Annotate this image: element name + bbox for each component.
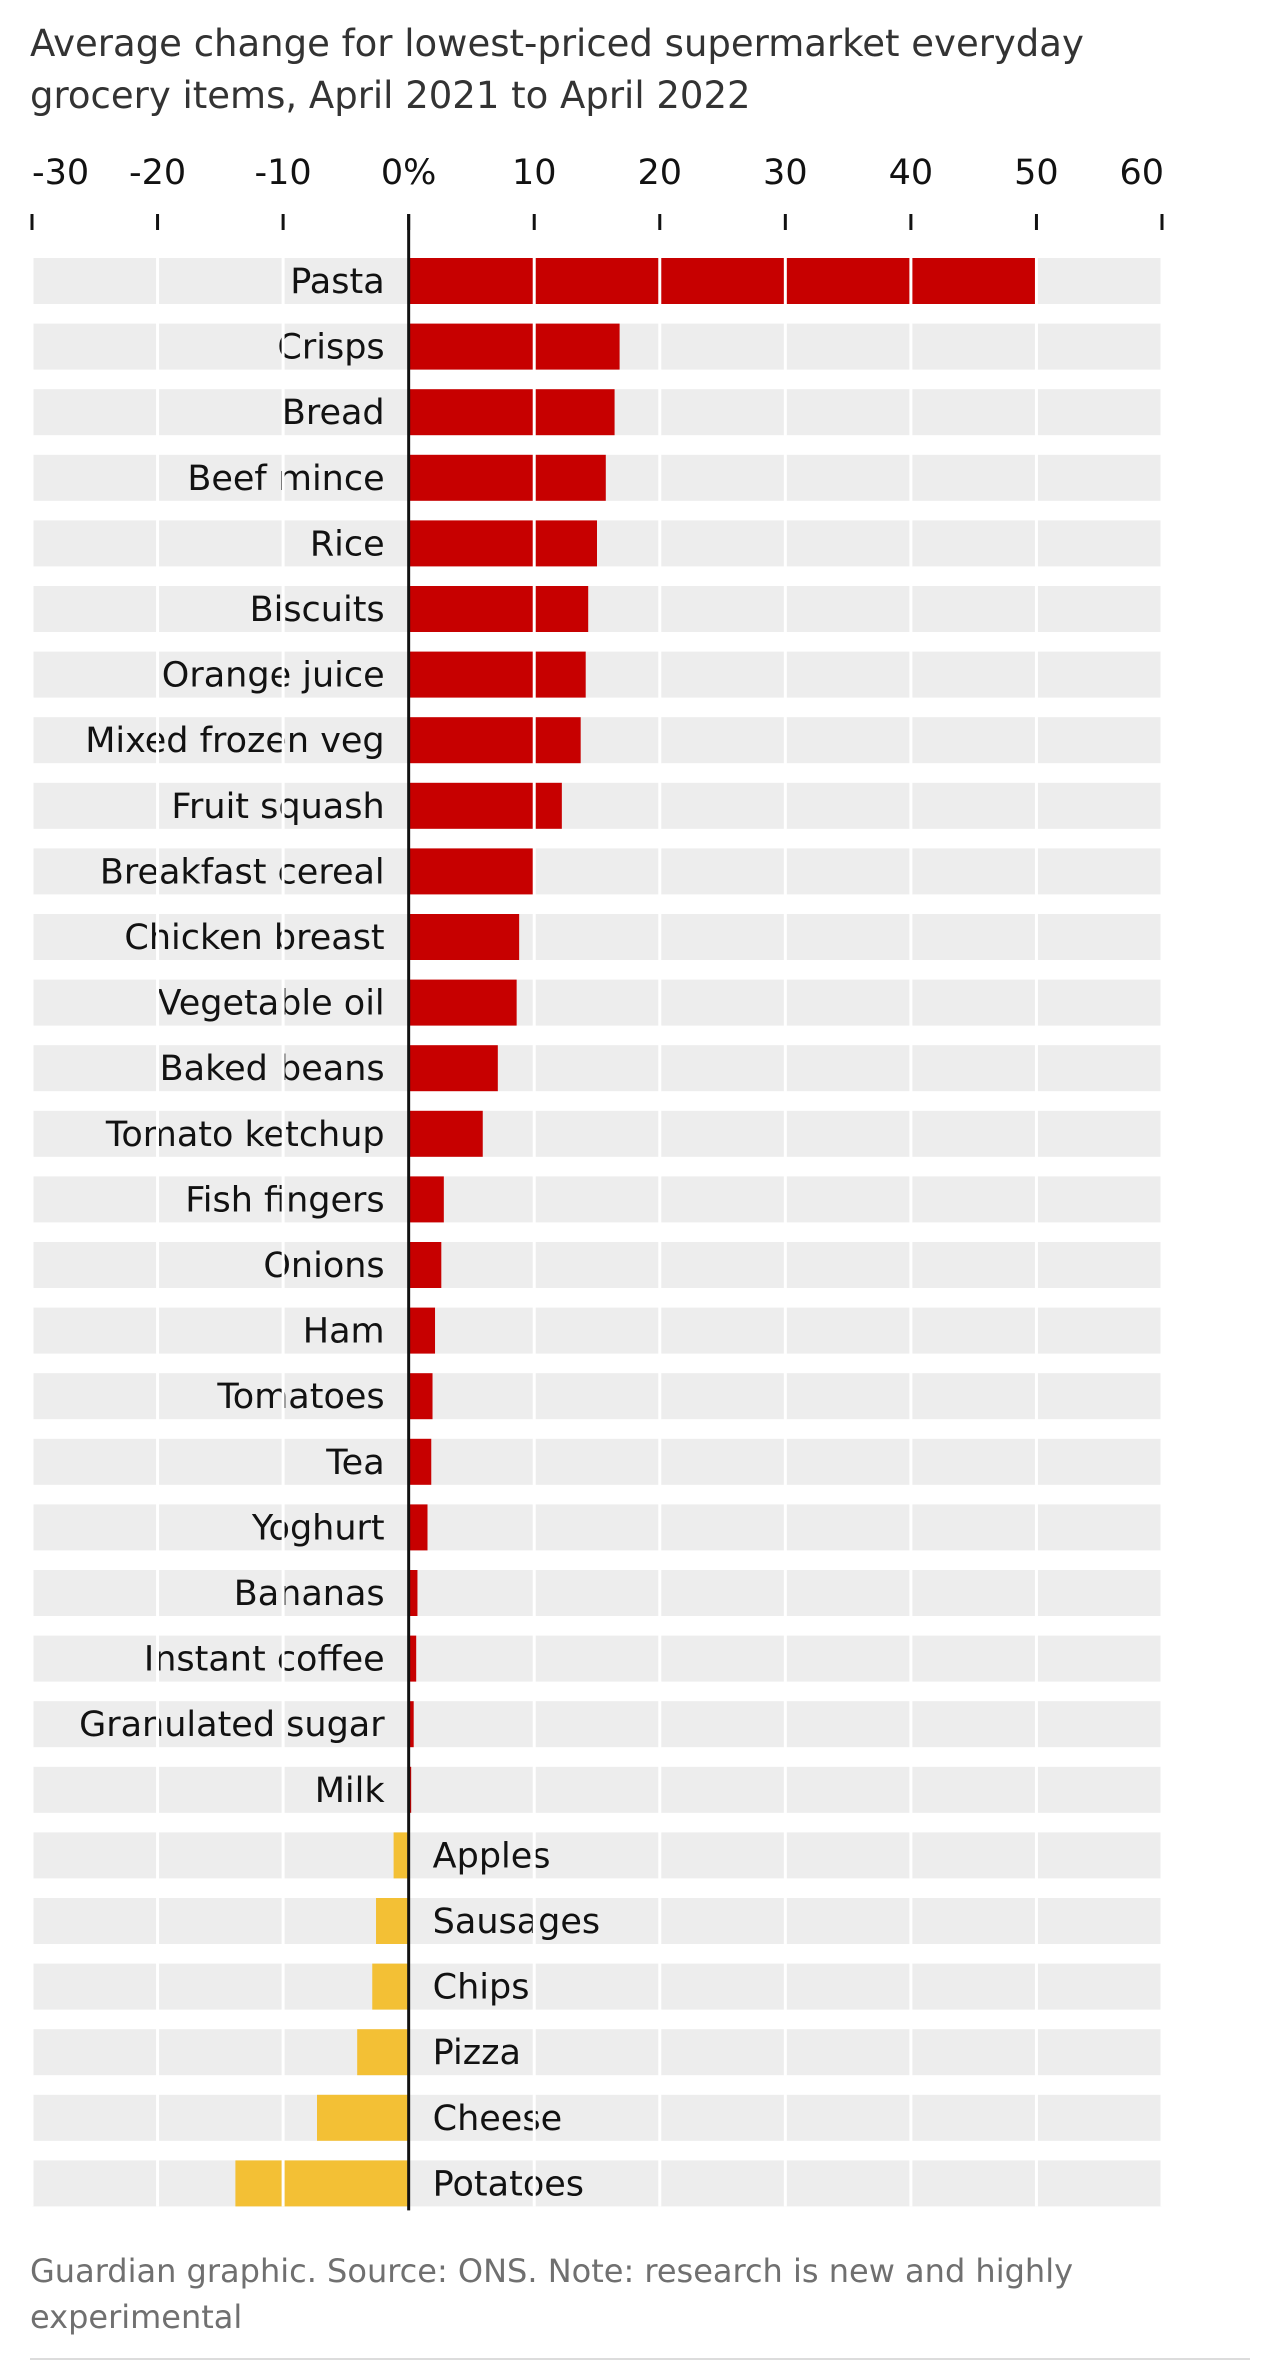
bar [408, 1176, 444, 1223]
bar [408, 1570, 418, 1616]
bar [408, 389, 615, 436]
category-label: Apples [433, 1836, 551, 1876]
bar [408, 1635, 417, 1682]
row-background [32, 1701, 1162, 1748]
bar [408, 782, 562, 829]
bar [408, 258, 1037, 304]
chart-title: Average change for lowest-priced superma… [30, 22, 1084, 117]
row-background [32, 1832, 1162, 1879]
row-background [32, 1045, 1162, 1092]
category-label: Tomato ketchup [105, 1115, 385, 1155]
category-label: Orange juice [162, 656, 385, 696]
x-tick-label: 0% [381, 153, 437, 193]
category-label: Biscuits [250, 590, 385, 630]
x-tick-label: 10 [512, 153, 557, 193]
category-label: Milk [315, 1771, 386, 1811]
row-background [32, 782, 1162, 829]
row-background [32, 586, 1162, 632]
bar [372, 1963, 409, 2010]
bar [408, 651, 586, 698]
row-background [32, 1570, 1162, 1616]
row-background [32, 651, 1162, 698]
category-label: Bananas [234, 1574, 385, 1614]
category-label: Pizza [433, 2033, 521, 2073]
bar [408, 1438, 432, 1485]
category-label: Tea [325, 1443, 384, 1483]
row-background [32, 1373, 1162, 1420]
row-background [32, 979, 1162, 1026]
category-label: Granulated sugar [79, 1705, 385, 1745]
x-tick-label: 60 [1119, 153, 1164, 193]
category-label: Beef mince [187, 459, 384, 499]
bar [408, 1504, 428, 1551]
footer-divider [30, 2358, 1250, 2360]
category-label: Mixed frozen veg [85, 721, 384, 761]
category-label: Crisps [277, 328, 384, 368]
category-label: Tomatoes [216, 1377, 384, 1417]
x-tick-label: -20 [129, 153, 186, 193]
x-tick-label: 40 [889, 153, 934, 193]
row-background [32, 1963, 1162, 2010]
category-label: Sausages [433, 1902, 601, 1942]
bar [408, 323, 620, 370]
bar [408, 1701, 414, 1748]
bar [408, 1045, 498, 1092]
category-label: Rice [310, 524, 385, 564]
row-background [32, 2160, 1162, 2207]
bar [408, 586, 589, 632]
category-label: Baked beans [160, 1049, 385, 1089]
x-tick-label: -10 [255, 153, 312, 193]
bar [376, 1898, 409, 1944]
row-background [32, 2094, 1162, 2141]
bar [393, 1832, 409, 1879]
category-label: Pasta [290, 262, 384, 302]
row-background [32, 1898, 1162, 1944]
bar [408, 1373, 433, 1420]
bar [408, 1242, 442, 1288]
bar [408, 717, 581, 764]
category-label: Chips [433, 1968, 530, 2008]
category-label: Cheese [433, 2099, 562, 2139]
x-tick-label: 30 [763, 153, 808, 193]
bar [408, 1110, 483, 1157]
category-label: Potatoes [433, 2164, 584, 2204]
chart-source-note: Guardian graphic. Source: ONS. Note: res… [30, 2252, 1074, 2336]
bar [408, 914, 520, 960]
bar [408, 1307, 436, 1354]
x-tick-label: -30 [32, 153, 89, 193]
bar [408, 454, 606, 501]
row-background [32, 1635, 1162, 1682]
category-label: Onions [263, 1246, 384, 1286]
bar [357, 2029, 409, 2076]
category-label: Yoghurt [251, 1508, 385, 1548]
row-background [32, 2029, 1162, 2076]
category-label: Breakfast cereal [100, 852, 385, 892]
row-background [32, 717, 1162, 764]
category-label: Vegetable oil [158, 984, 385, 1024]
row-background [32, 1307, 1162, 1354]
row-background [32, 848, 1162, 895]
row-background [32, 914, 1162, 960]
bar [317, 2094, 409, 2141]
x-tick-label: 50 [1014, 153, 1059, 193]
row-background [32, 1438, 1162, 1485]
category-label: Instant coffee [144, 1640, 385, 1680]
bar [235, 2160, 409, 2207]
row-background [32, 1766, 1162, 1813]
category-label: Chicken breast [124, 918, 384, 958]
category-label: Fish fingers [185, 1180, 384, 1220]
x-tick-label: 20 [638, 153, 683, 193]
category-label: Fruit squash [171, 787, 384, 827]
row-background [32, 1242, 1162, 1288]
row-background [32, 1110, 1162, 1157]
bar [408, 979, 517, 1026]
category-label: Bread [282, 393, 385, 433]
category-label: Ham [303, 1312, 385, 1352]
bar-chart: -30 -20 -10 0% 10 20 30 40 50 60 Pasta Crisps Bread B… [30, 153, 1164, 2211]
bar [408, 520, 597, 567]
row-background [32, 1176, 1162, 1223]
bar [408, 848, 533, 895]
row-background [32, 1504, 1162, 1551]
